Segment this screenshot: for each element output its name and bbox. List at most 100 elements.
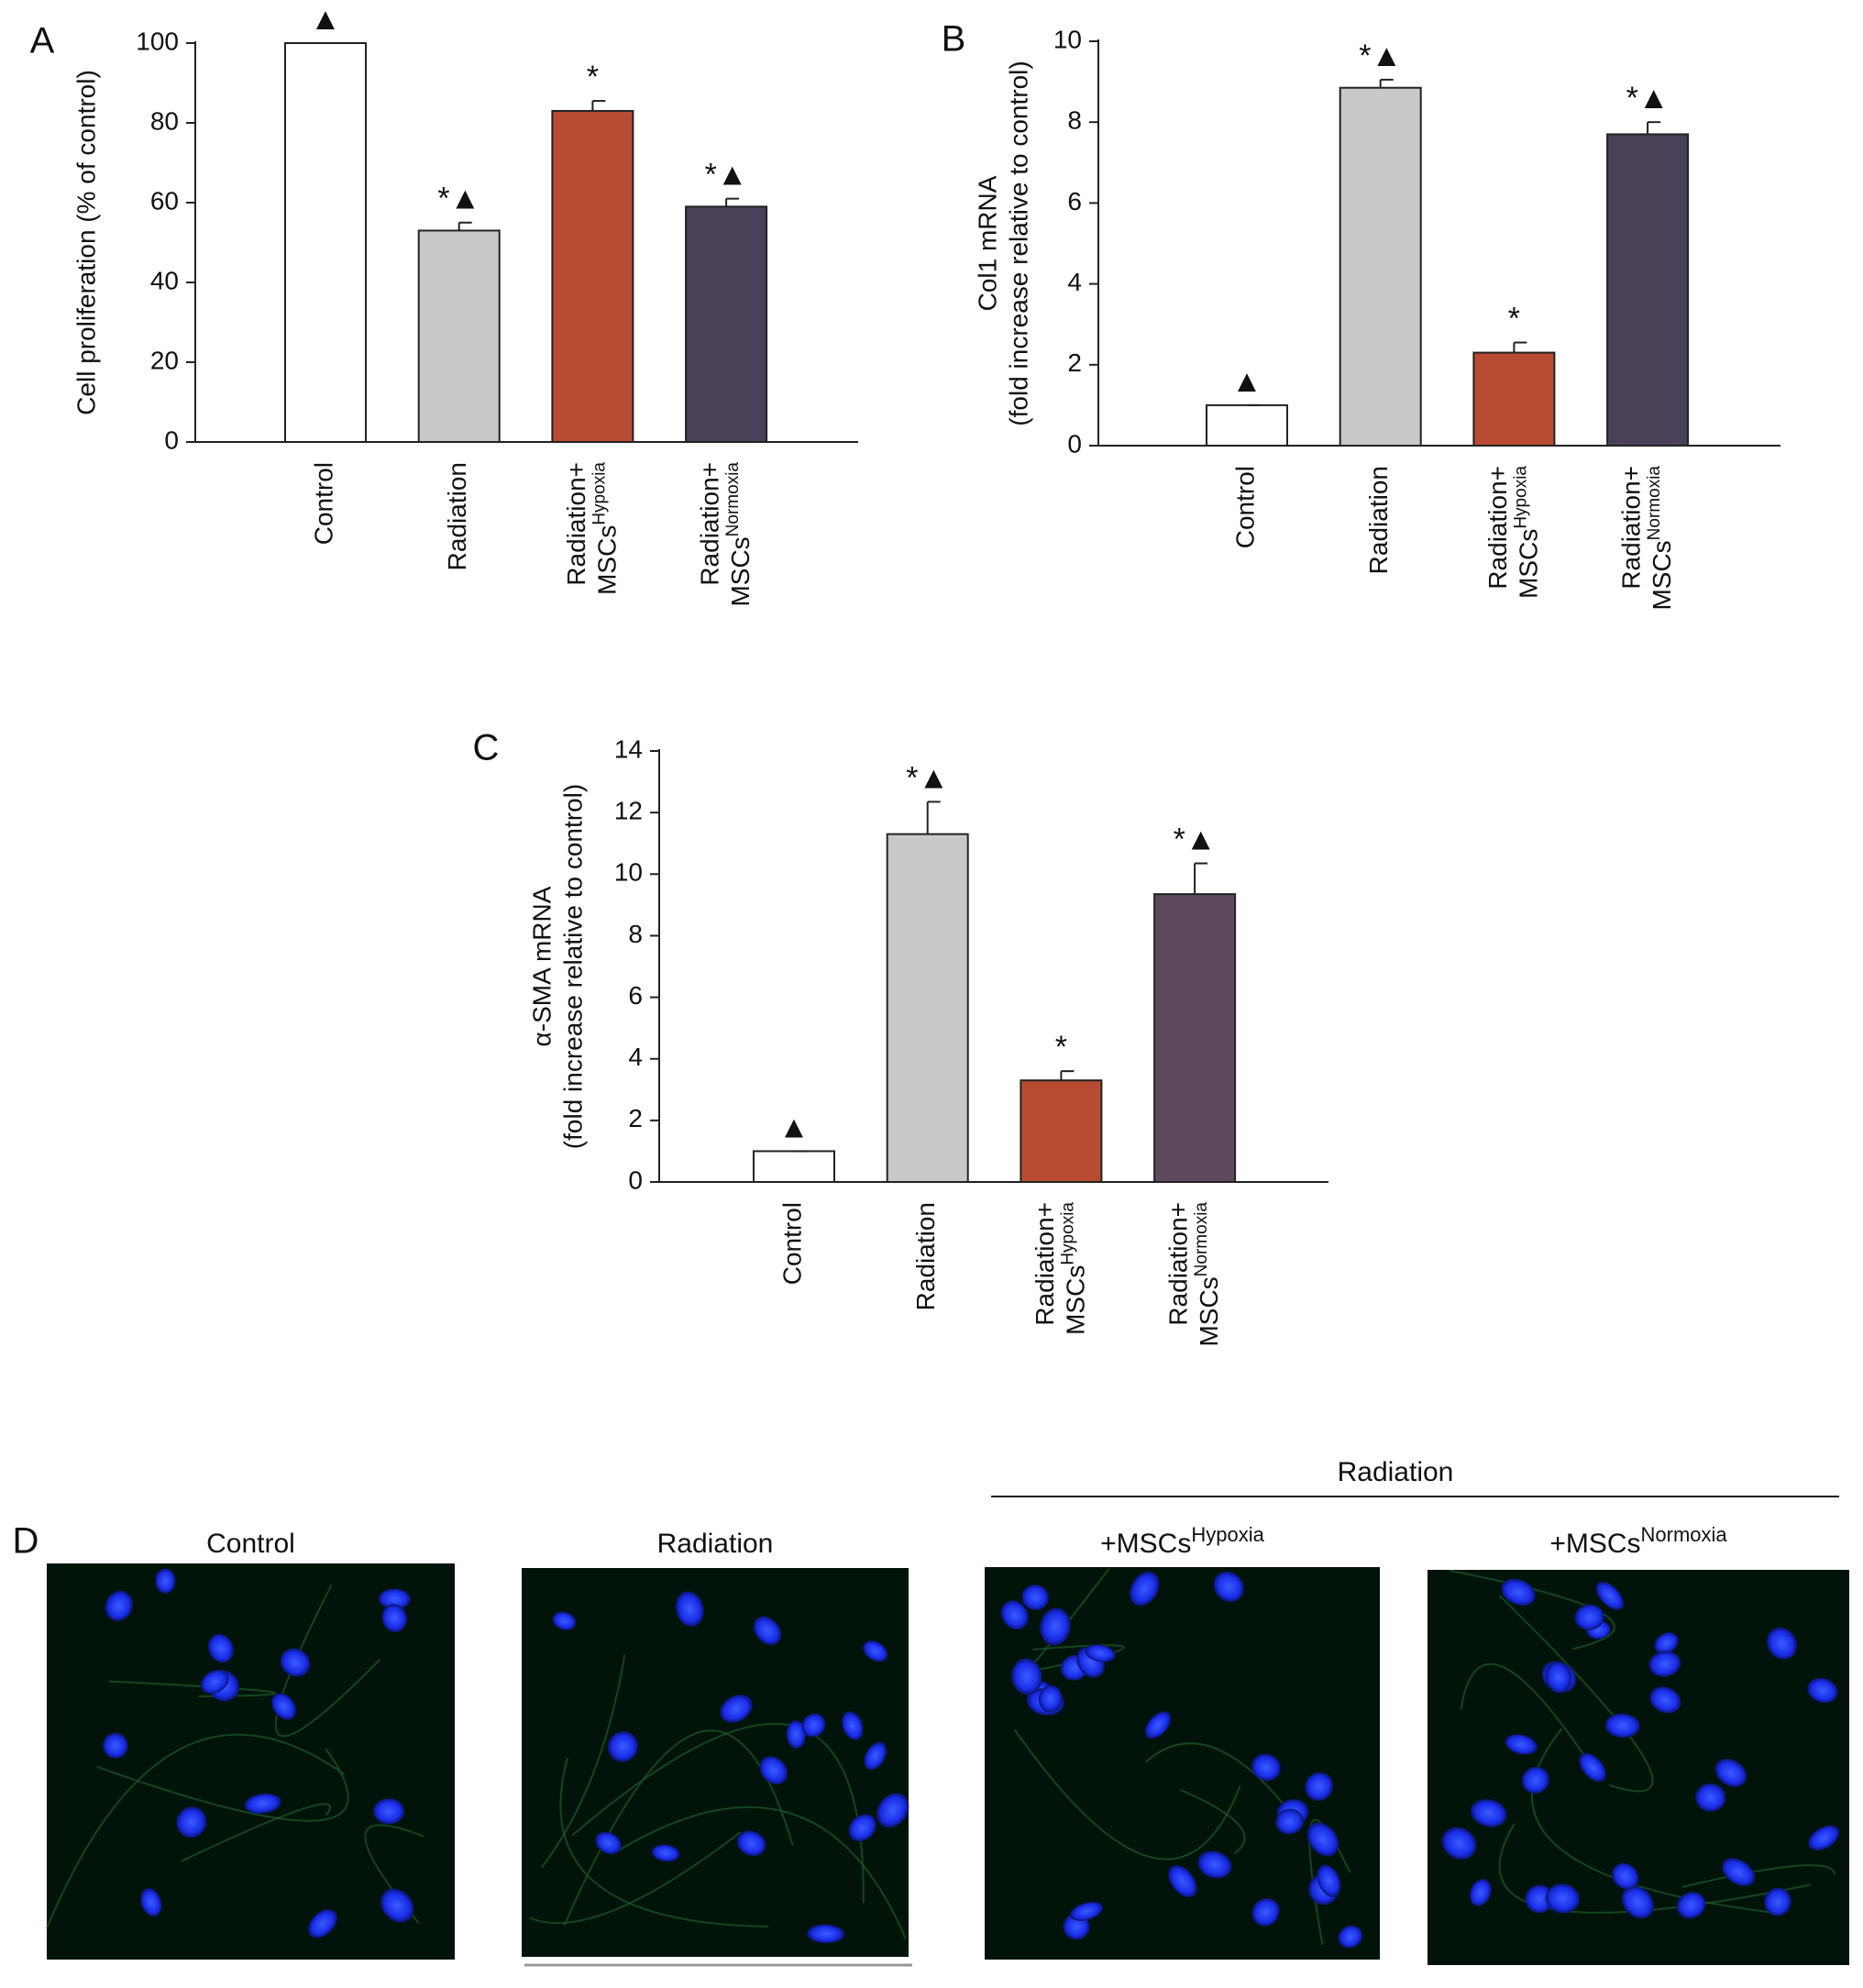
bar (1020, 1079, 1103, 1183)
nucleus (1469, 1879, 1492, 1906)
bar (284, 42, 367, 443)
y-tick-label: 40 (150, 266, 179, 294)
nucleus (1306, 1822, 1339, 1857)
x-tick-label-main: MSCs (1515, 529, 1543, 599)
significance-marker: *▲ (1359, 39, 1402, 73)
nucleus (595, 1831, 622, 1855)
significance-marker: * (1055, 1030, 1067, 1065)
fiber (1144, 1742, 1303, 1828)
nucleus (1144, 1711, 1172, 1740)
nucleus (1021, 1585, 1049, 1611)
image-title-main: +MSCs (1100, 1529, 1191, 1559)
bar (685, 205, 768, 443)
significance-marker: ▲ (310, 2, 341, 37)
x-tick-label: Radiation (443, 462, 471, 570)
x-tick-label: MSCsNormoxia (1645, 466, 1676, 611)
x-tick-label-sup: Normoxia (1192, 1202, 1211, 1277)
significance-marker: *▲ (1174, 823, 1217, 857)
y-tick-label: 14 (614, 734, 643, 763)
y-tick-label: 8 (628, 920, 643, 948)
nucleus (1338, 1925, 1363, 1949)
x-tick-label-main: MSCs (1062, 1265, 1090, 1335)
nucleus (140, 1888, 162, 1917)
y-tick-label: 2 (628, 1104, 643, 1132)
bar (753, 1150, 835, 1184)
nucleus (271, 1693, 296, 1720)
nucleus (1000, 1600, 1029, 1630)
x-tick-label-sup: Normoxia (1645, 466, 1664, 541)
nucleus (1505, 1734, 1538, 1755)
nucleus (1471, 1798, 1507, 1828)
fiber (1681, 1864, 1836, 1888)
significance-marker: ▲ (1231, 364, 1262, 399)
nucleus (1574, 1604, 1604, 1630)
nucleus (651, 1844, 680, 1862)
x-tick-label: Radiation+ (1031, 1202, 1059, 1326)
nucleus (1038, 1684, 1063, 1713)
nucleus (380, 1888, 414, 1923)
nucleus (1808, 1825, 1840, 1850)
nucleus (720, 1695, 753, 1723)
y-tick-label: 0 (628, 1165, 643, 1194)
x-tick-label: Radiation+ (1616, 466, 1645, 590)
nucleus (1305, 1772, 1334, 1801)
x-tick-label-main: MSCs (593, 525, 622, 595)
nucleus (381, 1604, 407, 1633)
nucleus (736, 1830, 766, 1857)
image-title-main: +MSCs (1549, 1529, 1640, 1559)
y-tick-label: 2 (1067, 348, 1082, 377)
bar (1606, 133, 1690, 447)
nucleus (1695, 1783, 1726, 1812)
x-tick-label: MSCsHypoxia (590, 462, 621, 595)
bar (1472, 351, 1556, 447)
nucleus (1251, 1897, 1280, 1927)
x-tick-label: Radiation (1364, 466, 1393, 574)
fiber (1499, 1595, 1654, 1793)
nucleus (1130, 1571, 1160, 1607)
nucleus (1070, 1901, 1103, 1921)
nucleus (1197, 1850, 1232, 1879)
fiber (46, 1733, 346, 1929)
y-tick-label: 8 (1067, 106, 1082, 135)
nucleus (1525, 1884, 1554, 1914)
significance-marker: *▲ (437, 182, 480, 216)
bar (886, 833, 969, 1184)
nucleus (1604, 1713, 1640, 1739)
image-title-main: Radiation (657, 1529, 774, 1559)
x-tick-label: MSCsHypoxia (1511, 466, 1542, 599)
x-tick-label: MSCsNormoxia (723, 462, 755, 607)
nucleus (1612, 1862, 1639, 1890)
panel-label: C (473, 728, 500, 768)
nucleus (1676, 1892, 1706, 1919)
y-tick-label: 60 (150, 186, 179, 215)
y-tick-label: 10 (614, 858, 643, 887)
significance-marker: *▲ (705, 158, 748, 193)
nucleus (848, 1814, 876, 1842)
nucleus (1040, 1607, 1071, 1646)
y-tick-label: 20 (150, 346, 179, 374)
significance-marker: *▲ (1626, 81, 1670, 116)
nucleus (786, 1720, 806, 1750)
nucleus (1251, 1753, 1281, 1782)
nucleus (876, 1793, 909, 1828)
nucleus (1648, 1651, 1681, 1677)
panel-label: B (942, 19, 966, 60)
bar (417, 229, 501, 443)
x-tick-label-sup: Hypoxia (1058, 1202, 1077, 1265)
nucleus (753, 1616, 782, 1646)
nucleus (552, 1611, 577, 1630)
image-title: +MSCsHypoxia (1100, 1523, 1264, 1559)
significance-marker: * (587, 60, 599, 94)
x-tick-label-sup: Normoxia (723, 462, 743, 537)
nucleus (863, 1640, 888, 1662)
nucleus (1579, 1752, 1606, 1783)
group-label: Radiation (1338, 1457, 1454, 1487)
image-title-sup: Normoxia (1641, 1523, 1728, 1546)
bar (1206, 403, 1288, 447)
bar (1153, 893, 1237, 1183)
x-tick-label-sup: Hypoxia (590, 462, 609, 525)
fiber (529, 1831, 742, 1925)
bar (1339, 86, 1422, 447)
nucleus (1545, 1883, 1581, 1914)
